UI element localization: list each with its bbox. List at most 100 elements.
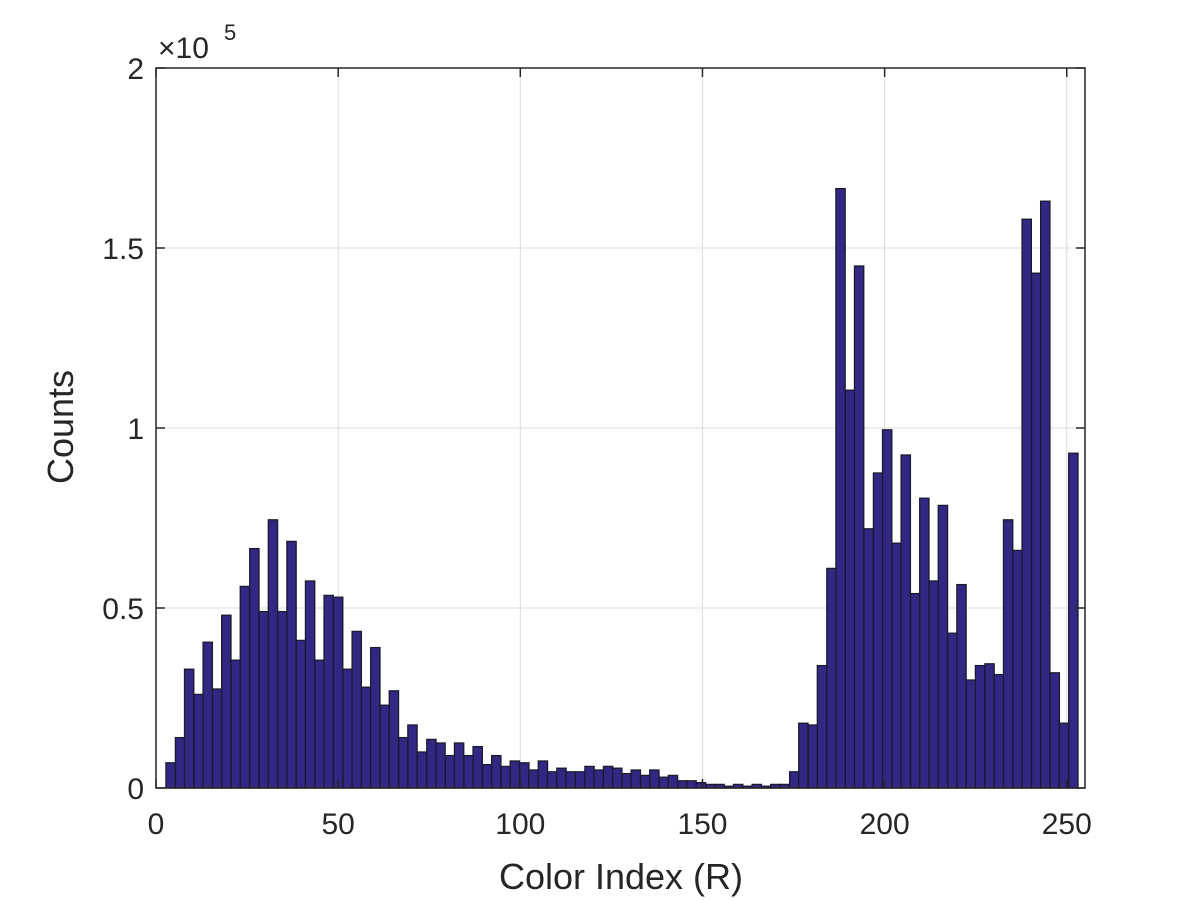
histogram-bar — [695, 781, 707, 789]
histogram-bar — [398, 736, 409, 789]
histogram-bar — [891, 542, 902, 789]
x-tick-label: 50 — [321, 808, 354, 841]
histogram-bar — [639, 774, 651, 789]
histogram-bar — [351, 630, 363, 789]
histogram-bar — [677, 780, 688, 789]
histogram-bar — [947, 632, 958, 789]
histogram-bar — [658, 776, 670, 789]
histogram-bar — [360, 686, 372, 789]
histogram-bar — [621, 772, 632, 789]
histogram-bar — [872, 472, 884, 789]
histogram-bar — [472, 745, 483, 789]
y-axis-label: Counts — [40, 370, 81, 484]
histogram-bar — [788, 771, 800, 789]
histogram-bar — [881, 429, 893, 789]
histogram-bar — [379, 704, 391, 789]
x-axis-label: Color Index (R) — [499, 856, 743, 897]
x-tick-label: 200 — [860, 808, 910, 841]
histogram-bar — [332, 596, 344, 789]
histogram-bar — [816, 664, 828, 789]
histogram-bar — [900, 454, 912, 789]
histogram-bar — [519, 762, 530, 789]
histogram-bar — [574, 771, 586, 789]
histogram-bar — [314, 659, 325, 789]
histogram-bar — [537, 760, 549, 789]
x-tick-label: 100 — [495, 808, 545, 841]
histogram-bar — [667, 774, 679, 789]
histogram-bar — [928, 580, 940, 789]
histogram-bar — [211, 688, 223, 789]
histogram-bar — [546, 771, 558, 789]
y-axis-multiplier-exponent: 5 — [224, 20, 236, 45]
histogram-bar — [844, 389, 856, 789]
y-tick-label: 2 — [127, 53, 144, 86]
histogram-bar — [342, 668, 353, 789]
histogram-bar — [993, 673, 1005, 789]
histogram-bar — [304, 580, 316, 789]
histogram-bar — [444, 754, 456, 789]
histogram-bar — [500, 765, 512, 789]
histogram-bar — [426, 738, 437, 789]
histogram-bar — [565, 771, 576, 789]
histogram-bar — [807, 724, 819, 789]
histogram-bar — [490, 754, 502, 789]
histogram-bar — [1068, 452, 1079, 789]
histogram-bar — [295, 639, 307, 789]
histogram-bar — [323, 594, 334, 789]
histogram-bar — [528, 769, 539, 789]
histogram-bar — [1012, 549, 1023, 789]
histogram-bar — [863, 528, 874, 789]
y-tick-label: 0 — [127, 773, 144, 806]
histogram-bar — [1021, 218, 1033, 789]
histogram-bar — [1039, 200, 1051, 789]
x-tick-label: 250 — [1042, 808, 1092, 841]
histogram-bar — [453, 742, 465, 789]
histogram-bar — [435, 742, 446, 789]
histogram-bar — [984, 663, 995, 789]
histogram-bar — [956, 583, 967, 789]
histogram-bar — [1058, 722, 1070, 789]
histogram-bar — [798, 722, 809, 789]
histogram-bar — [183, 668, 195, 789]
histogram-bar — [230, 659, 242, 789]
histogram-bar — [593, 769, 604, 789]
x-tick-label: 0 — [148, 808, 165, 841]
histogram-bar — [509, 760, 521, 789]
histogram-bar — [686, 780, 697, 789]
histogram-bar — [267, 519, 279, 789]
histogram-bar — [826, 567, 837, 789]
histogram-bar — [221, 614, 232, 789]
histogram-bar — [1030, 272, 1042, 789]
histogram-bar — [1049, 672, 1061, 789]
histogram-bar — [835, 187, 846, 789]
histogram-bar — [630, 769, 642, 789]
histogram-bar — [165, 762, 176, 789]
histogram-bar — [853, 265, 865, 789]
y-axis-multiplier: ×10 5 — [158, 20, 236, 65]
histogram-bar — [481, 763, 493, 789]
histogram-bar — [416, 751, 428, 789]
histogram-bar — [556, 767, 567, 789]
histogram-bar — [611, 767, 623, 789]
histogram-bar — [174, 736, 186, 789]
histogram-bar — [602, 765, 614, 789]
axis-ticks — [155, 67, 1085, 789]
histogram-bar — [370, 646, 381, 789]
x-tick-label: 150 — [677, 808, 727, 841]
histogram-bar — [909, 592, 921, 789]
histogram-bar — [965, 679, 977, 789]
histogram-bar — [277, 610, 288, 789]
histogram-bar — [388, 690, 400, 789]
histogram-bar — [249, 547, 260, 789]
histogram-bar — [649, 769, 660, 789]
histogram-bars — [165, 187, 1079, 789]
histogram-bar — [1002, 519, 1014, 789]
histogram-bar — [584, 765, 595, 789]
y-tick-label: 1 — [127, 413, 144, 446]
histogram-bar — [407, 724, 418, 789]
histogram-bar — [193, 693, 204, 789]
histogram-bar — [239, 585, 251, 789]
tick-labels: 0 50 100 150 200 250 0 0.5 1 1.5 2 — [102, 53, 1092, 841]
histogram-bar — [463, 754, 474, 789]
